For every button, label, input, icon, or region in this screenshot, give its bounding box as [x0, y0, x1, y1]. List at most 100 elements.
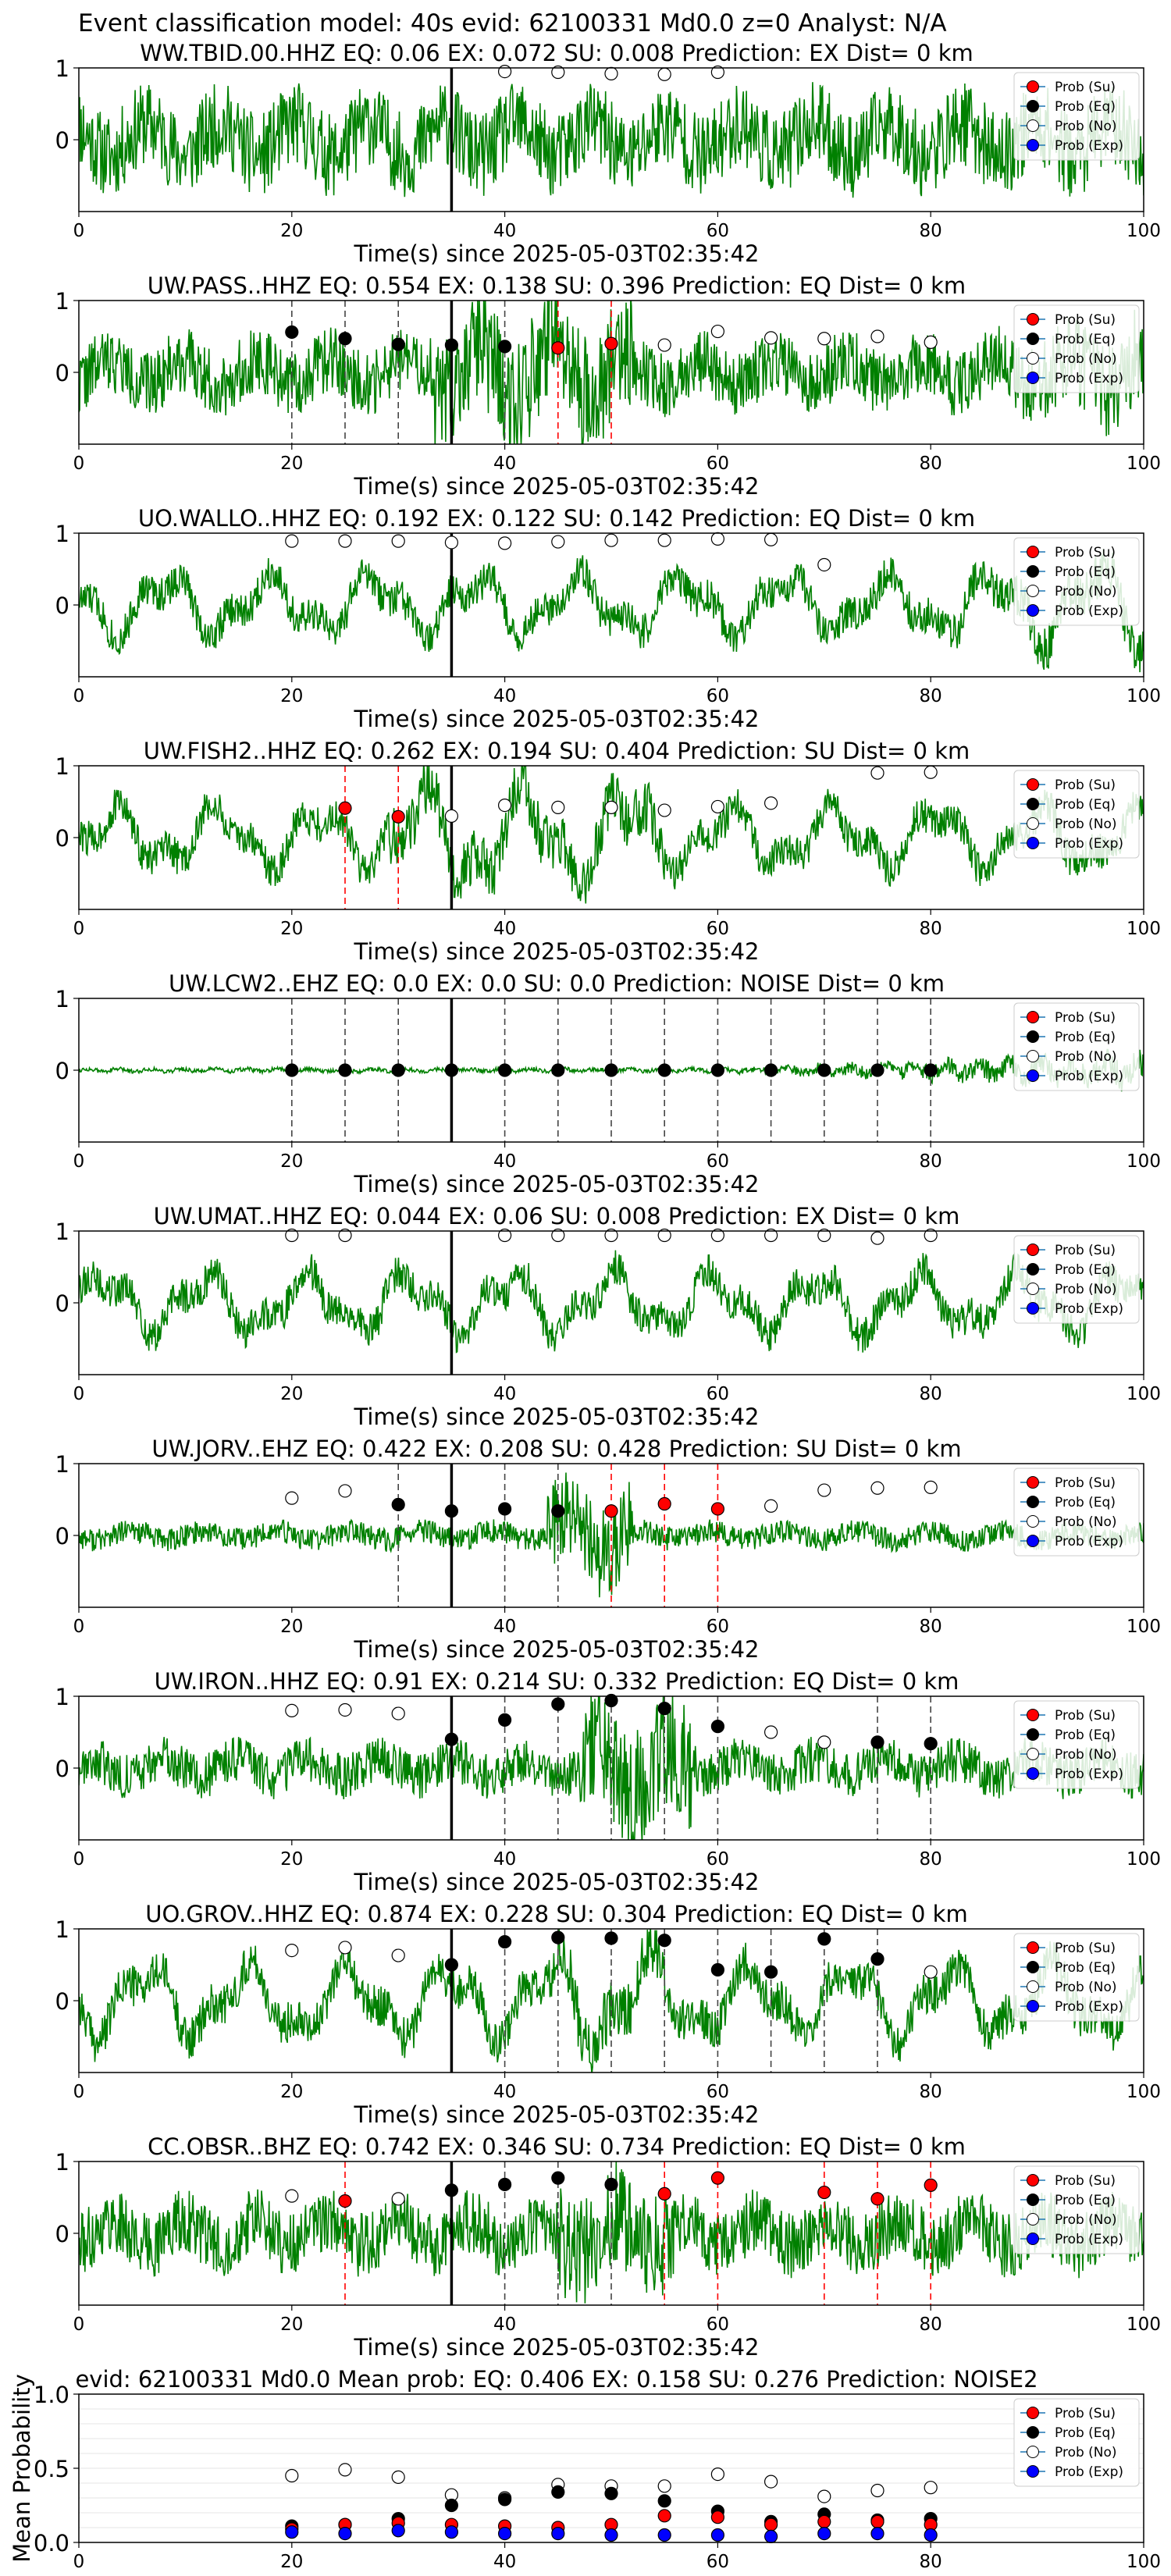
prob-point-no — [924, 1965, 938, 1979]
prob-point-no — [763, 1725, 778, 1739]
mean-point-exp — [870, 2527, 884, 2541]
x-tick-label: 80 — [920, 686, 942, 706]
x-tick-label: 60 — [707, 1617, 729, 1637]
x-tick-label: 0 — [73, 686, 85, 706]
legend-marker-no — [1027, 119, 1039, 132]
x-tick-label: 40 — [493, 1384, 516, 1404]
legend-marker-su — [1027, 778, 1039, 791]
subplot-title: UW.JORV..EHZ EQ: 0.422 EX: 0.208 SU: 0.4… — [151, 1436, 961, 1462]
prob-point-no — [924, 1228, 938, 1243]
x-tick-label: 40 — [493, 1617, 516, 1637]
x-tick-label: 100 — [1127, 1384, 1161, 1404]
x-tick-label: 0 — [73, 1617, 85, 1637]
prob-point-no — [285, 1491, 299, 1505]
y-tick-label: 1 — [55, 1916, 69, 1943]
prob-point-no — [870, 766, 884, 780]
legend-label-exp: Prob (Exp) — [1055, 1767, 1123, 1782]
x-tick-label: 20 — [280, 2552, 303, 2572]
prob-point-no — [497, 64, 512, 79]
x-tick-label: 100 — [1127, 1617, 1161, 1637]
mean-point-eq — [604, 2486, 618, 2500]
prob-point-eq — [338, 332, 352, 346]
legend-label-su: Prob (Su) — [1055, 777, 1116, 793]
x-tick-label: 60 — [707, 2314, 729, 2335]
prob-point-eq — [763, 1063, 778, 1077]
x-tick-label: 20 — [280, 1384, 303, 1404]
prob-point-su — [817, 2185, 831, 2200]
prob-point-eq — [604, 1693, 618, 1708]
prob-point-no — [763, 1499, 778, 1513]
x-tick-label: 0 — [73, 1151, 85, 1172]
prob-point-no — [391, 1706, 405, 1720]
prob-point-eq — [497, 1502, 512, 1516]
x-tick-label: 20 — [280, 686, 303, 706]
legend-marker-exp — [1027, 837, 1039, 849]
prob-point-eq — [604, 1063, 618, 1077]
legend-marker-exp — [1027, 604, 1039, 617]
x-tick-label: 100 — [1127, 686, 1161, 706]
legend-label-no: Prob (No) — [1055, 2445, 1117, 2460]
legend-label-eq: Prob (Eq) — [1055, 332, 1116, 347]
legend-label-no: Prob (No) — [1055, 1747, 1117, 1763]
x-tick-label: 0 — [73, 919, 85, 939]
legend-label-eq: Prob (Eq) — [1055, 1727, 1116, 1743]
prob-point-eq — [391, 1063, 405, 1077]
prob-point-no — [763, 532, 778, 546]
x-axis-label: Time(s) since 2025-05-03T02:35:42 — [354, 1171, 760, 1197]
prob-point-eq — [604, 2177, 618, 2192]
x-tick-label: 20 — [280, 1849, 303, 1870]
legend-marker-eq — [1027, 565, 1039, 578]
legend-label-exp: Prob (Exp) — [1055, 1069, 1123, 1084]
legend-box — [1013, 770, 1140, 859]
legend-marker-no — [1027, 1283, 1039, 1295]
x-axis-label: Time(s) since 2025-05-03T02:35:42 — [354, 1636, 760, 1663]
prob-point-eq — [763, 1965, 778, 1979]
x-tick-label: 80 — [920, 919, 942, 939]
prob-point-su — [391, 809, 405, 824]
prob-point-eq — [817, 1932, 831, 1946]
mean-point-no — [710, 2467, 725, 2482]
subplot-title: UO.WALLO..HHZ EQ: 0.192 EX: 0.122 SU: 0.… — [138, 505, 975, 532]
legend-label-exp: Prob (Exp) — [1055, 2232, 1123, 2247]
subplot-title: UO.GROV..HHZ EQ: 0.874 EX: 0.228 SU: 0.3… — [145, 1901, 967, 1927]
legend-marker-no — [1027, 1050, 1039, 1062]
prob-point-no — [497, 536, 512, 550]
legend-marker-exp — [1027, 1302, 1039, 1315]
prob-point-no — [604, 533, 618, 547]
prob-point-no — [817, 557, 831, 572]
prob-point-no — [285, 1228, 299, 1243]
prob-point-eq — [444, 1732, 459, 1746]
x-tick-label: 20 — [280, 221, 303, 241]
x-tick-label: 0 — [73, 1384, 85, 1404]
prob-point-su — [657, 2186, 671, 2201]
mean-point-no — [391, 2470, 405, 2484]
x-tick-label: 40 — [493, 1151, 516, 1172]
y-tick-label: 0 — [55, 1290, 69, 1317]
legend-box — [1013, 537, 1140, 626]
legend-label-exp: Prob (Exp) — [1055, 1999, 1123, 2015]
prob-point-no — [604, 800, 618, 814]
x-tick-label: 100 — [1127, 1849, 1161, 1870]
prob-point-no — [817, 1735, 831, 1749]
legend-label-exp: Prob (Exp) — [1055, 1534, 1123, 1550]
mean-point-exp — [924, 2528, 938, 2542]
prob-point-eq — [551, 1697, 565, 1711]
prob-point-no — [870, 329, 884, 343]
legend-marker-eq — [1027, 1030, 1039, 1043]
x-tick-label: 100 — [1127, 2552, 1161, 2572]
legend-label-su: Prob (Su) — [1055, 1941, 1116, 1956]
y-tick-label: 0 — [55, 592, 69, 619]
mean-point-exp — [285, 2525, 299, 2539]
x-axis-label: Time(s) since 2025-05-03T02:35:42 — [354, 2334, 760, 2361]
x-tick-label: 60 — [707, 1151, 729, 1172]
y-tick-label: 0 — [55, 1523, 69, 1550]
legend-box — [1013, 1235, 1140, 1324]
prob-point-eq — [444, 1958, 459, 1972]
mean-point-su — [817, 2514, 831, 2528]
x-tick-label: 0 — [73, 2314, 85, 2335]
plot-frame — [78, 1230, 1144, 1375]
prob-point-no — [551, 800, 565, 814]
prob-point-no — [817, 1483, 831, 1497]
legend-marker-su — [1027, 546, 1039, 558]
prob-point-no — [604, 1228, 618, 1243]
